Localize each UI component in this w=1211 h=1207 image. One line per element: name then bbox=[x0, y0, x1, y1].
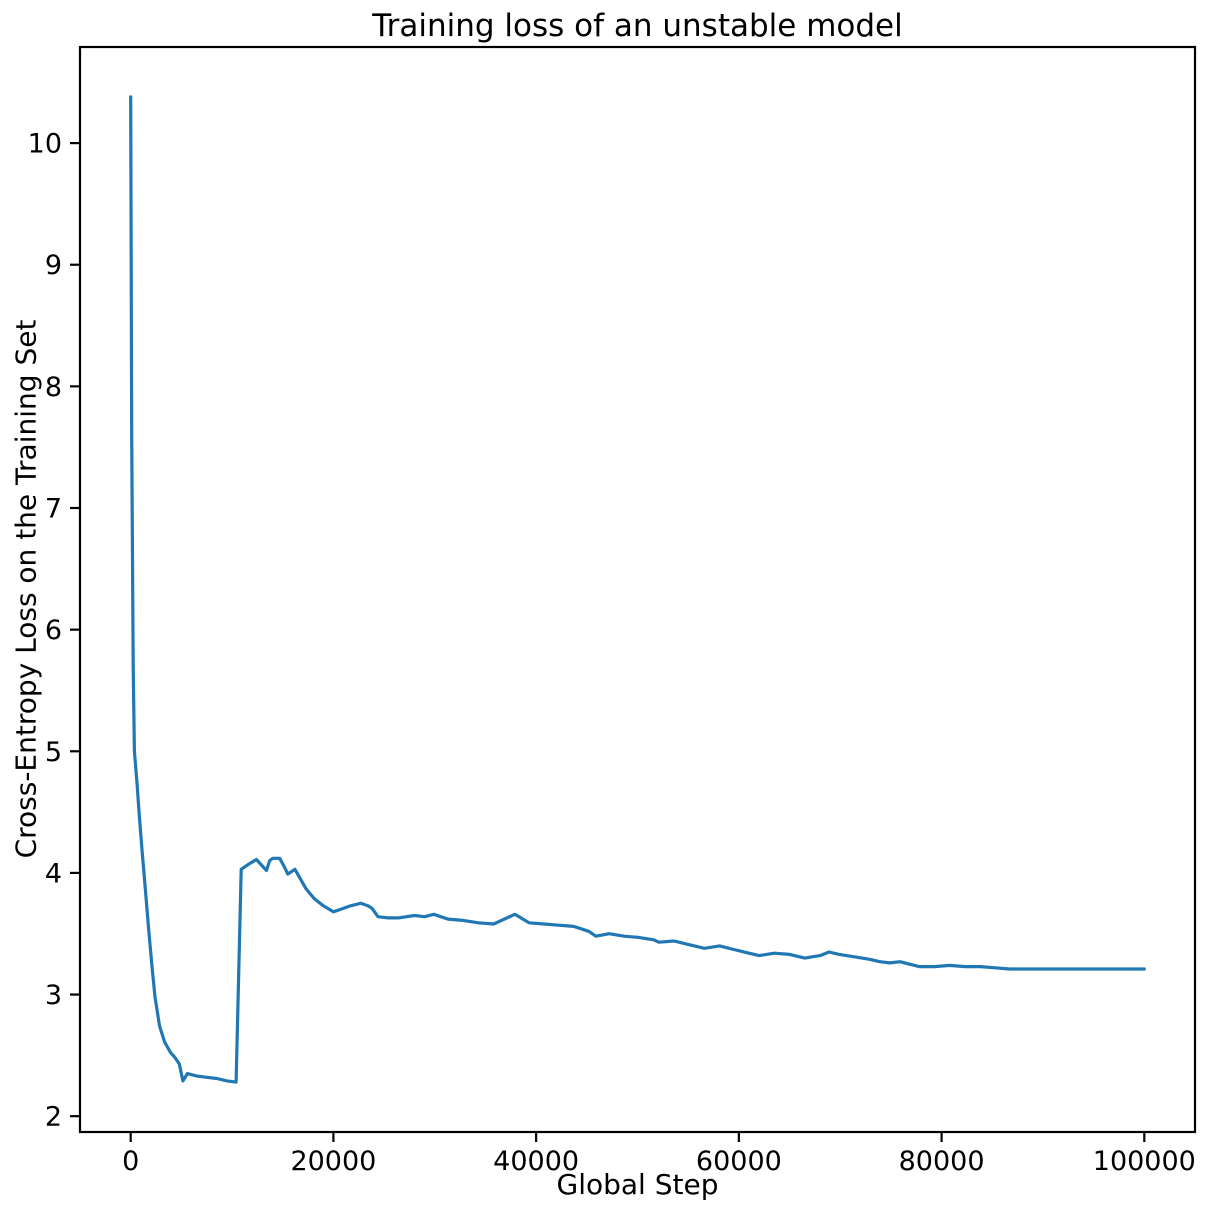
x-axis-label: Global Step bbox=[556, 1168, 719, 1201]
y-tick-label: 3 bbox=[45, 980, 62, 1011]
y-tick-label: 4 bbox=[45, 858, 62, 889]
y-tick-label: 6 bbox=[45, 615, 62, 646]
y-tick-label: 10 bbox=[28, 129, 62, 160]
axes-frame bbox=[78, 45, 1197, 1134]
x-tick-label: 40000 bbox=[493, 1146, 579, 1177]
x-tick-label: 100000 bbox=[1093, 1146, 1196, 1177]
x-tick-label: 0 bbox=[122, 1146, 139, 1177]
x-tick-label: 20000 bbox=[290, 1146, 376, 1177]
x-tick-label: 60000 bbox=[696, 1146, 782, 1177]
y-tick-label: 5 bbox=[45, 737, 62, 768]
chart-title: Training loss of an unstable model bbox=[372, 8, 903, 44]
y-tick-label: 2 bbox=[45, 1102, 62, 1133]
y-tick-label: 8 bbox=[45, 372, 62, 403]
y-tick-label: 9 bbox=[45, 250, 62, 281]
x-tick-label: 80000 bbox=[899, 1146, 985, 1177]
y-axis-label: Cross-Entropy Loss on the Training Set bbox=[9, 319, 43, 859]
loss-curve bbox=[129, 95, 1146, 1084]
y-tick-label: 7 bbox=[45, 494, 62, 525]
